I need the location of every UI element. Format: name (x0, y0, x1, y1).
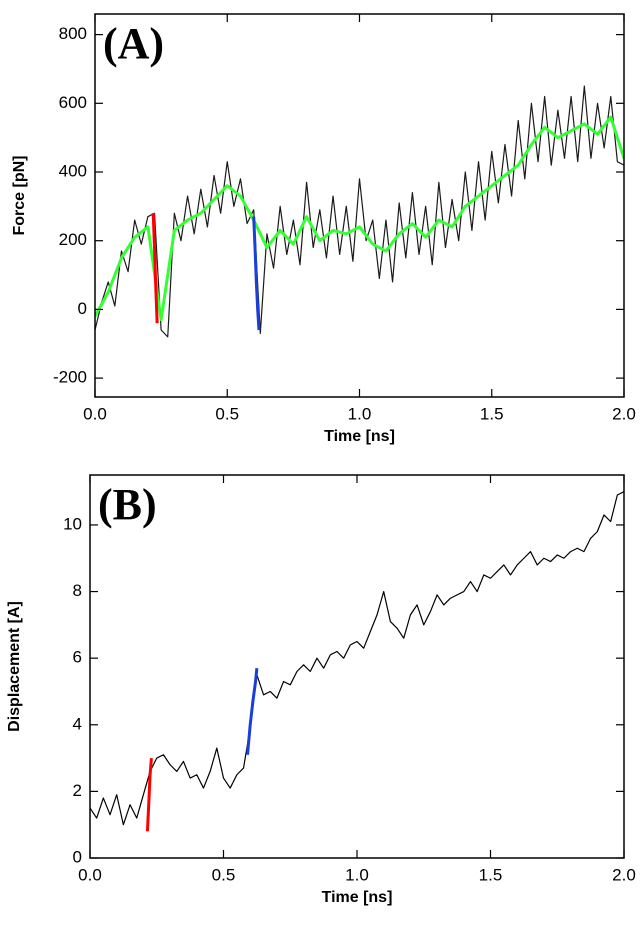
data-line (95, 85, 624, 338)
x-tick-label: 2.0 (612, 404, 636, 423)
x-tick-label: 0.5 (212, 865, 236, 884)
y-tick-label: 400 (59, 161, 87, 180)
x-tick-label: 0.5 (215, 404, 239, 423)
y-tick-label: 200 (59, 230, 87, 249)
panel-label: (B) (98, 480, 157, 529)
y-tick-label: 800 (59, 24, 87, 43)
plot-frame (94, 13, 625, 398)
y-tick-label: 6 (73, 648, 82, 667)
y-tick-label: -200 (53, 368, 87, 387)
y-tick-label: 8 (73, 581, 82, 600)
x-tick-label: 0.0 (78, 865, 102, 884)
y-tick-label: 10 (63, 514, 82, 533)
panel-label: (A) (103, 19, 164, 68)
y-tick-label: 0 (78, 299, 87, 318)
data-line (252, 216, 261, 331)
data-line (145, 757, 153, 832)
y-tick-label: 4 (73, 714, 82, 733)
x-tick-label: 1.0 (348, 404, 372, 423)
x-tick-label: 1.5 (480, 404, 504, 423)
x-axis-label: Time [ns] (324, 428, 395, 445)
data-line (151, 213, 159, 324)
x-tick-label: 1.5 (479, 865, 503, 884)
x-tick-label: 1.0 (345, 865, 369, 884)
data-line (95, 115, 624, 322)
x-tick-label: 2.0 (612, 865, 636, 884)
x-tick-label: 0.0 (83, 404, 107, 423)
y-tick-label: 600 (59, 93, 87, 112)
y-tick-label: 0 (73, 847, 82, 866)
x-axis-label: Time [ns] (322, 889, 393, 906)
y-axis-label: Force [pN] (11, 156, 28, 236)
y-axis-label: Displacement [A] (6, 601, 23, 732)
data-line (246, 668, 259, 755)
y-tick-label: 2 (73, 781, 82, 800)
plot-frame (89, 474, 625, 859)
data-line (90, 491, 624, 826)
